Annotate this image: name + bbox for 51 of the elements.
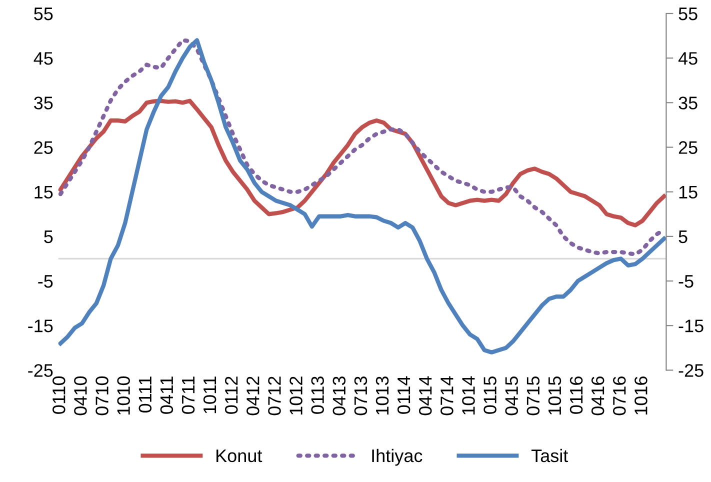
x-tick-label: 0412 (246, 376, 260, 416)
x-tick-label: 0116 (570, 376, 583, 414)
x-tick-label: 0415 (505, 376, 518, 416)
y-tick-label: -5 (38, 275, 53, 288)
y-tick-label: -15 (28, 320, 53, 332)
y2-tick-label: -15 (678, 320, 704, 332)
y2-tick-label: 35 (678, 96, 698, 110)
x-tick-label: 0410 (74, 376, 87, 416)
x-tick-label: 0416 (591, 376, 604, 416)
x-tick-label: 0716 (613, 376, 626, 416)
x-tick-label: 0712 (268, 376, 281, 416)
y2-tick-label: 5 (678, 230, 688, 244)
x-tick-label: 0110 (52, 376, 66, 414)
legend-label: Ihtiyac (372, 448, 422, 466)
y-tick-label: 55 (34, 8, 53, 20)
y2-tick-label: 55 (678, 8, 698, 20)
x-tick-label: 1011 (203, 376, 216, 414)
x-tick-label: 0113 (311, 376, 324, 414)
x-tick-label: 1014 (462, 376, 475, 415)
y2-tick-label: -5 (678, 275, 694, 288)
y2-tick-label: 25 (678, 141, 698, 154)
x-tick-label: 1010 (117, 376, 130, 415)
x-tick-label: 1013 (376, 376, 389, 415)
y-tick-label: 15 (34, 186, 53, 199)
x-tick-label: 0715 (526, 376, 540, 416)
x-tick-label: 0114 (397, 376, 410, 414)
x-tick-label: 0414 (418, 376, 432, 416)
legend-label: Konut (216, 450, 262, 462)
y-tick-label: 35 (34, 96, 53, 110)
y-tick-label: 5 (44, 230, 53, 244)
y2-tick-label: -25 (678, 364, 704, 377)
x-tick-label: 0713 (354, 376, 368, 416)
x-tick-label: 0711 (182, 376, 195, 414)
x-tick-label: 1015 (548, 376, 562, 415)
y-tick-label: 25 (34, 141, 53, 154)
x-tick-label: 0111 (138, 376, 152, 413)
x-tick-label: 0413 (332, 376, 346, 416)
y-tick-label: 45 (34, 52, 53, 65)
x-tick-label: 0714 (440, 376, 454, 416)
x-tick-label: 0112 (224, 376, 238, 414)
x-tick-label: 0115 (484, 376, 496, 414)
y2-tick-label: 45 (678, 52, 698, 65)
x-tick-label: 0411 (160, 376, 174, 414)
x-tick-label: 0710 (96, 376, 108, 416)
x-tick-label: 1016 (634, 376, 648, 415)
y-tick-label: -25 (28, 364, 53, 377)
line-series (58, 38, 666, 354)
x-tick-label: 1012 (290, 376, 302, 415)
y2-tick-label: 15 (679, 186, 698, 199)
line-series (58, 98, 666, 228)
legend-label: Tasit (531, 448, 568, 462)
